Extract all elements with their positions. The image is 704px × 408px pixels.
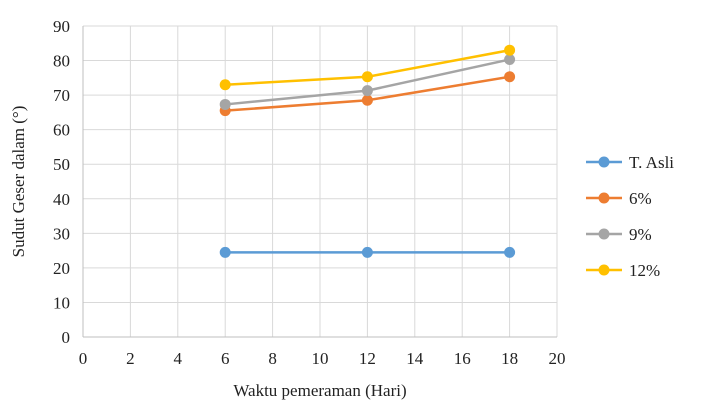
y-tick-label: 0 — [62, 328, 71, 347]
x-axis-title: Waktu pemeraman (Hari) — [233, 381, 406, 400]
legend-marker — [598, 228, 610, 240]
y-tick-label: 80 — [53, 52, 70, 71]
data-point — [219, 98, 231, 110]
x-tick-label: 4 — [174, 349, 183, 368]
axes: 0 10 20 30 40 50 60 70 80 90 0 2 4 6 8 10 12 14 16 18 20 — [53, 17, 566, 368]
x-tick-label: 0 — [79, 349, 88, 368]
x-tick-label: 12 — [359, 349, 376, 368]
x-tick-label: 2 — [126, 349, 135, 368]
series — [219, 246, 516, 258]
legend-item: 6% — [586, 189, 652, 208]
x-tick-label: 14 — [406, 349, 424, 368]
legend-marker — [598, 264, 610, 276]
legend-marker — [598, 192, 610, 204]
data-point — [361, 85, 373, 97]
x-tick-label: 16 — [454, 349, 471, 368]
legend: T. Asli 6% 9% 12% — [586, 153, 674, 280]
legend-item: 9% — [586, 225, 652, 244]
y-tick-label: 10 — [53, 293, 70, 312]
legend-marker — [598, 156, 610, 168]
y-tick-label: 30 — [53, 224, 70, 243]
data-point — [504, 54, 516, 66]
legend-label: 6% — [629, 189, 652, 208]
y-tick-label: 90 — [53, 17, 70, 36]
legend-item: T. Asli — [586, 153, 674, 172]
series — [219, 54, 516, 110]
grid-lines — [82, 25, 558, 338]
data-point — [361, 71, 373, 83]
x-tick-label: 18 — [501, 349, 518, 368]
legend-item: 12% — [586, 261, 660, 280]
data-point — [361, 94, 373, 106]
legend-label: 12% — [629, 261, 660, 280]
series-layer — [219, 44, 516, 258]
data-point — [219, 246, 231, 258]
y-tick-label: 20 — [53, 259, 70, 278]
y-tick-label: 50 — [53, 155, 70, 174]
legend-label: 9% — [629, 225, 652, 244]
x-tick-label: 20 — [549, 349, 566, 368]
x-tick-label: 6 — [221, 349, 230, 368]
y-tick-label: 40 — [53, 190, 70, 209]
data-point — [219, 79, 231, 91]
data-point — [504, 246, 516, 258]
data-point — [361, 246, 373, 258]
x-tick-label: 10 — [312, 349, 329, 368]
y-tick-label: 60 — [53, 121, 70, 140]
y-tick-label: 70 — [53, 86, 70, 105]
series — [219, 44, 516, 91]
y-axis-title: Sudut Geser dalam (°) — [9, 106, 28, 258]
x-tick-label: 8 — [268, 349, 277, 368]
legend-label: T. Asli — [629, 153, 674, 172]
data-point — [504, 44, 516, 56]
data-point — [504, 71, 516, 83]
